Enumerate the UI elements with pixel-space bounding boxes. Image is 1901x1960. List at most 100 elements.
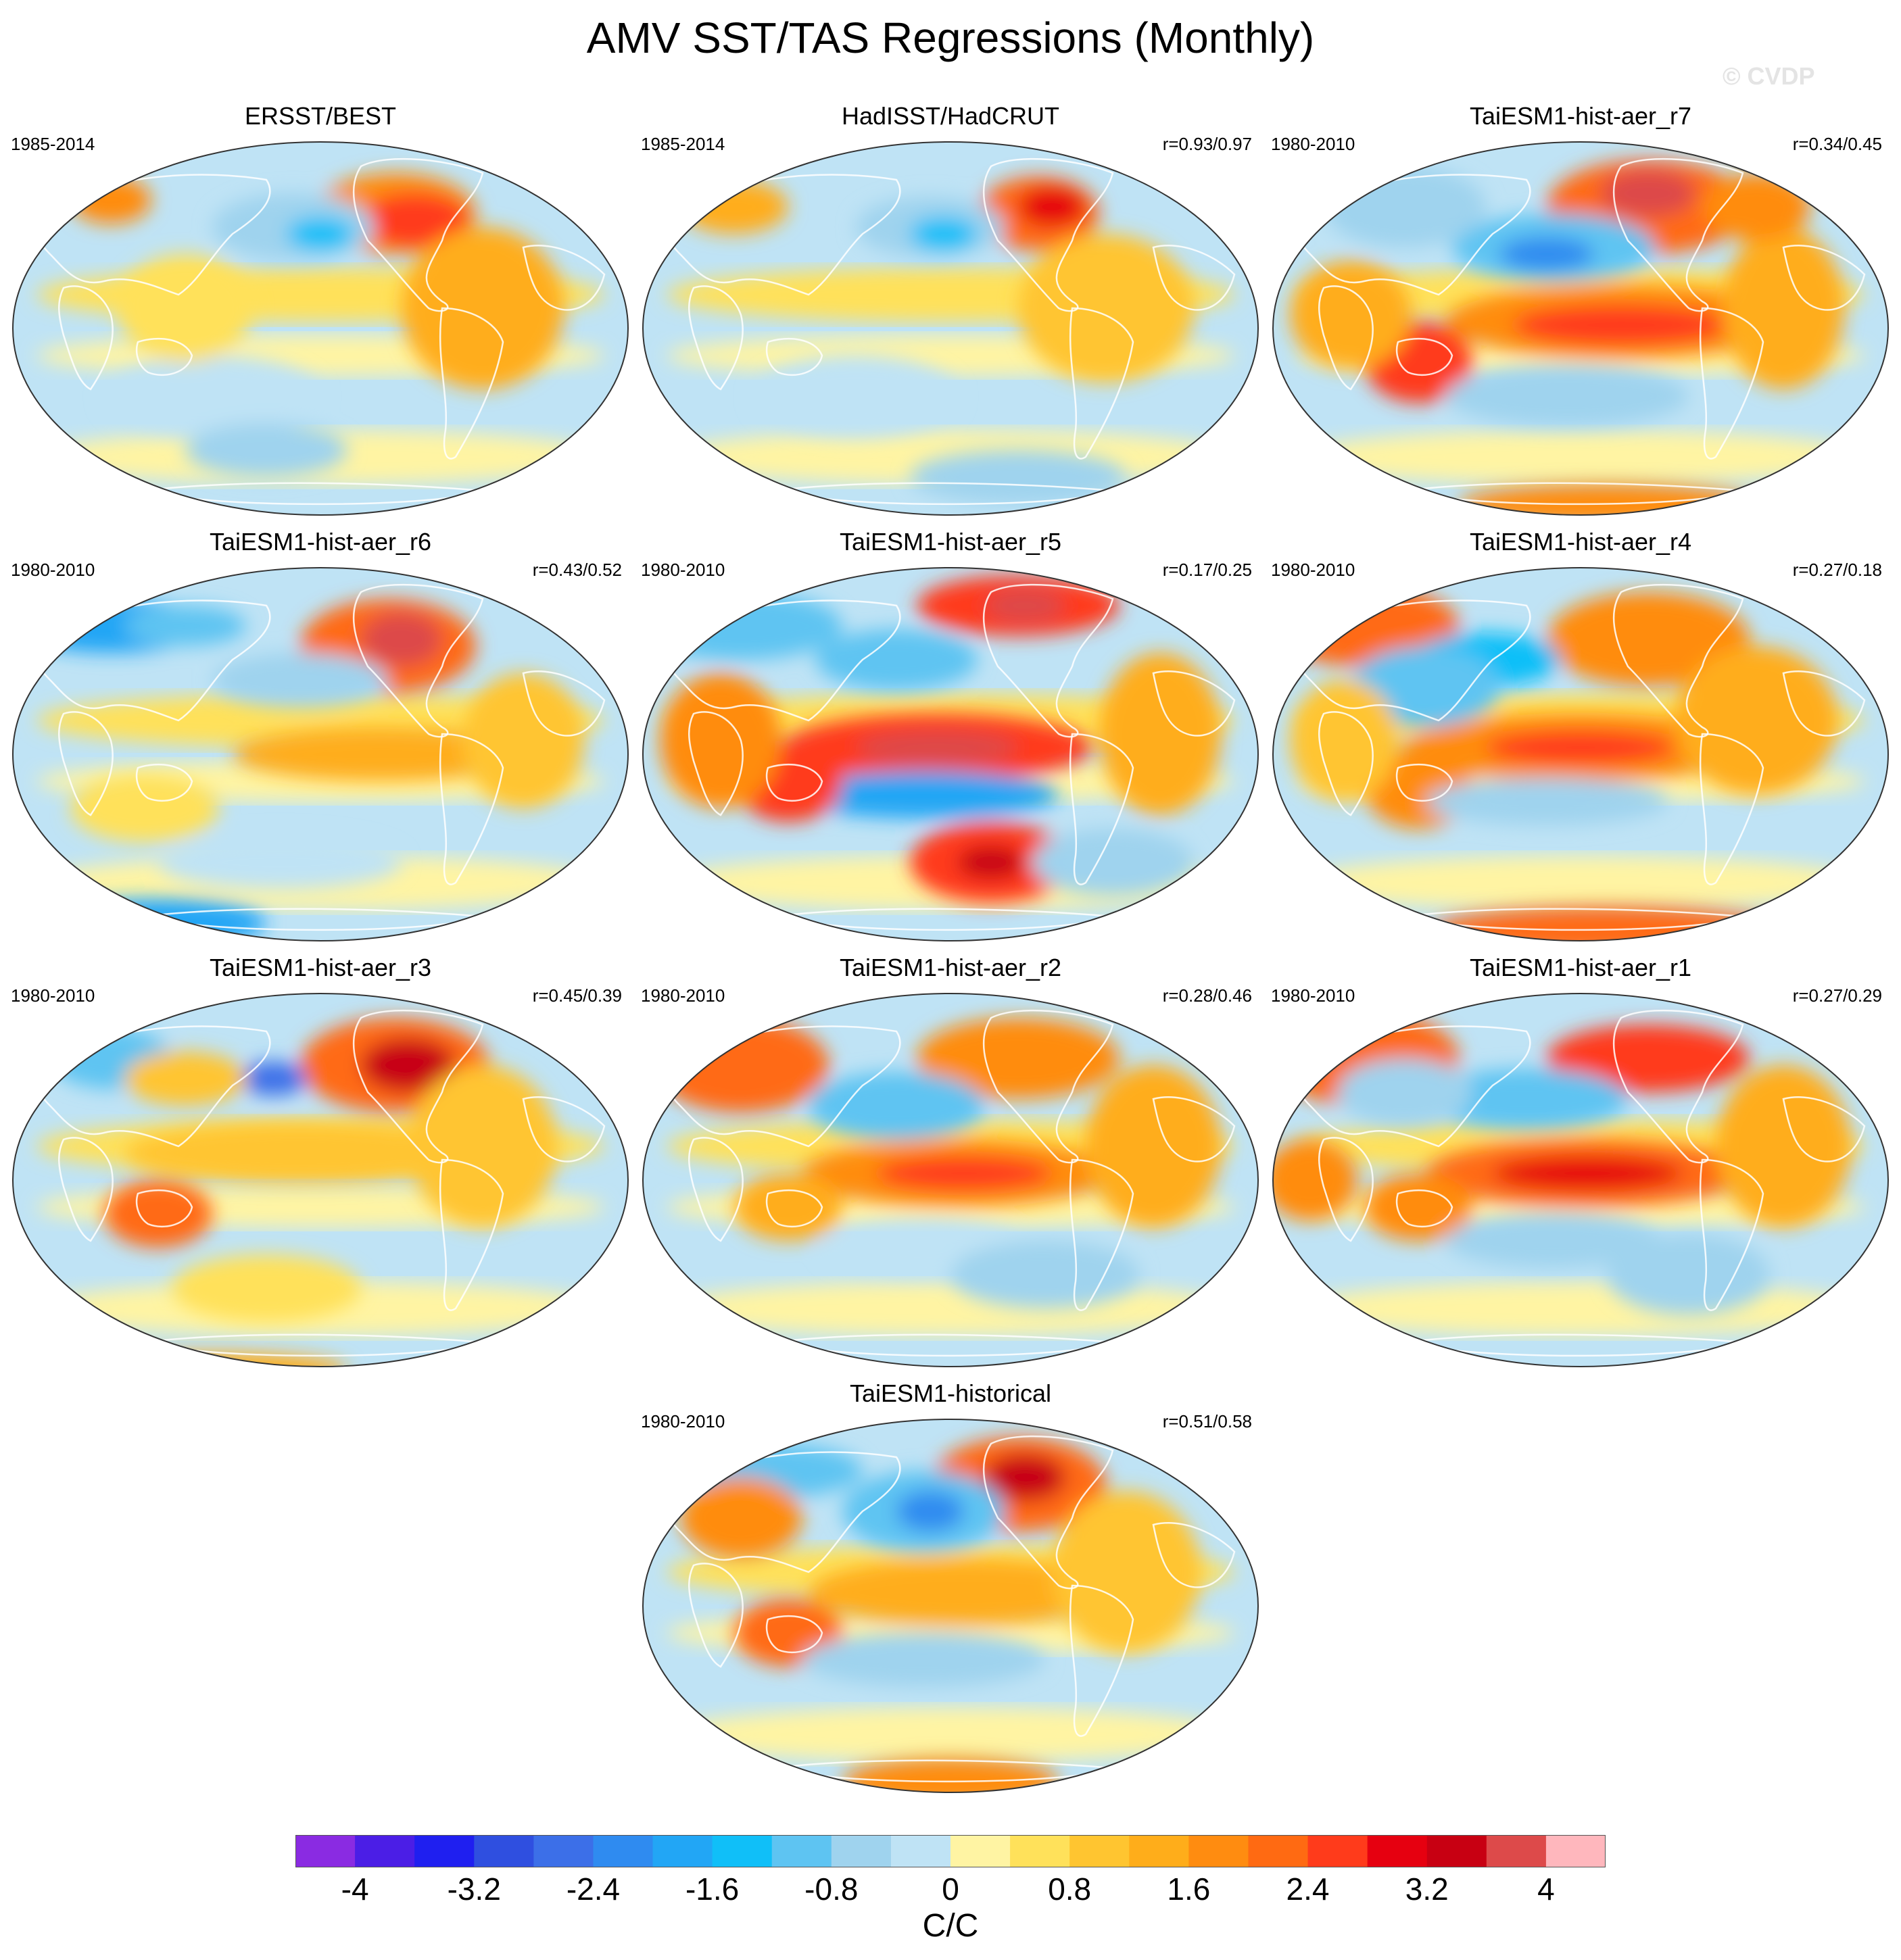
anomaly-blob (124, 1123, 476, 1183)
map-panel: TaiESM1-historical 1980-2010 r=0.51/0.58 (640, 1379, 1261, 1793)
colorbar-swatch (1010, 1835, 1070, 1867)
colorbar-swatch (950, 1835, 1011, 1867)
anomaly-blob (1425, 778, 1668, 825)
coastline (58, 711, 114, 816)
colorbar-swatch (414, 1835, 475, 1867)
coastline (352, 1009, 484, 1164)
colorbar-tick-label: 2.4 (1286, 1871, 1330, 1907)
colorbar-tick-label: -4 (341, 1871, 369, 1907)
panel-period: 1980-2010 (641, 1411, 725, 1431)
panel-title: HadISST/HadCRUT (841, 102, 1060, 130)
anomaly-blob (1445, 1214, 1662, 1268)
map-field (12, 993, 629, 1367)
anomaly-blob (239, 1062, 307, 1096)
coastline (34, 599, 271, 722)
panel-correlation: r=0.27/0.29 (1792, 985, 1882, 1006)
anomaly-blob (680, 1477, 802, 1559)
map-border (12, 141, 629, 516)
anomaly-blob (1273, 1140, 1357, 1221)
coastline (1699, 733, 1764, 885)
coastline (1152, 1522, 1236, 1588)
coastline (688, 1137, 744, 1242)
coastline (522, 245, 606, 311)
coastline (688, 711, 744, 816)
coastline (439, 733, 504, 885)
map-border (642, 993, 1259, 1367)
map-field (1272, 567, 1889, 941)
panel-correlation: r=0.34/0.45 (1792, 134, 1882, 154)
coastline (352, 157, 484, 312)
anomaly-band (667, 1707, 1234, 1761)
coastline (439, 1158, 504, 1311)
anomaly-blob (856, 731, 1018, 764)
coastline (1782, 670, 1866, 737)
main-title: AMV SST/TAS Regressions (Monthly) (586, 14, 1315, 62)
panel-period: 1980-2010 (641, 985, 725, 1006)
anomaly-blob (233, 727, 530, 781)
panel-correlation: r=0.27/0.18 (1792, 560, 1882, 580)
anomaly-blob (957, 846, 1025, 879)
colorbar-units: C/C (922, 1908, 979, 1944)
map-panel: TaiESM1-hist-aer_r6 1980-2010 r=0.43/0.52 (9, 527, 631, 941)
map-border (12, 567, 629, 941)
coastline (765, 763, 823, 802)
map-panel: TaiESM1-hist-aer_r2 1980-2010 r=0.28/0.46 (640, 953, 1261, 1367)
coastline (1295, 599, 1531, 722)
anomaly-blob (158, 835, 402, 889)
coastline (1069, 307, 1134, 460)
colorbar-tick-label: -0.8 (804, 1871, 859, 1907)
coastline (135, 1189, 193, 1227)
anomaly-blob (70, 176, 151, 224)
map-panel: TaiESM1-hist-aer_r4 1980-2010 r=0.27/0.18 (1270, 527, 1892, 941)
anomaly-blob (212, 653, 388, 707)
panel-period: 1980-2010 (1271, 985, 1355, 1006)
map-field (642, 567, 1259, 941)
anomaly-blob (124, 606, 246, 646)
panel-title: TaiESM1-historical (849, 1379, 1052, 1407)
coastline (982, 1009, 1114, 1164)
panel-title: TaiESM1-hist-aer_r2 (839, 954, 1062, 981)
colorbar-swatch (1486, 1835, 1547, 1867)
colorbar-swatch (712, 1835, 773, 1867)
map-field (1272, 141, 1889, 516)
coastline (1152, 670, 1236, 737)
colorbar-swatch (295, 1835, 356, 1867)
colorbar-tick-label: 0 (942, 1871, 959, 1907)
anomaly-blob (462, 673, 584, 808)
coastline (1395, 337, 1453, 376)
anomaly-blob (734, 1173, 842, 1241)
coastline (522, 1096, 606, 1162)
anomaly-blob (1716, 1065, 1851, 1227)
panel-title: TaiESM1-hist-aer_r7 (1469, 102, 1692, 130)
anomaly-blob (1547, 592, 1750, 687)
coastline (665, 174, 901, 296)
coastline (1295, 1025, 1531, 1148)
colorbar-tick-label: -2.4 (566, 1871, 621, 1907)
anomaly-blob (287, 217, 354, 251)
map-field (642, 1419, 1259, 1793)
anomaly-blob (124, 1052, 246, 1106)
anomaly-blob (1675, 646, 1837, 795)
anomaly-blob (1337, 1058, 1472, 1126)
coastline (1395, 1189, 1453, 1227)
coastline (135, 337, 193, 376)
anomaly-blob (1601, 170, 1695, 217)
map-panel: TaiESM1-hist-aer_r7 1980-2010 r=0.34/0.45 (1270, 101, 1892, 516)
anomaly-blob (643, 592, 842, 660)
coastline (1782, 245, 1866, 311)
map-border (642, 1419, 1259, 1793)
colorbar-tick-label: 4 (1537, 1871, 1555, 1907)
coastline (765, 1615, 823, 1653)
coastline (1699, 307, 1764, 460)
anomaly-blob (910, 450, 1126, 504)
panel-title: TaiESM1-hist-aer_r6 (209, 528, 432, 556)
map-panel: TaiESM1-hist-aer_r1 1980-2010 r=0.27/0.29 (1270, 953, 1892, 1367)
coastline (58, 1137, 114, 1242)
anomaly-blob (1547, 1025, 1750, 1092)
colorbar-swatch (1188, 1835, 1249, 1867)
coastline (1318, 1137, 1374, 1242)
colorbar-swatch (771, 1835, 832, 1867)
colorbar-swatch (890, 1835, 951, 1867)
anomaly-blob (1290, 261, 1412, 369)
panel-correlation: r=0.51/0.58 (1162, 1411, 1252, 1431)
